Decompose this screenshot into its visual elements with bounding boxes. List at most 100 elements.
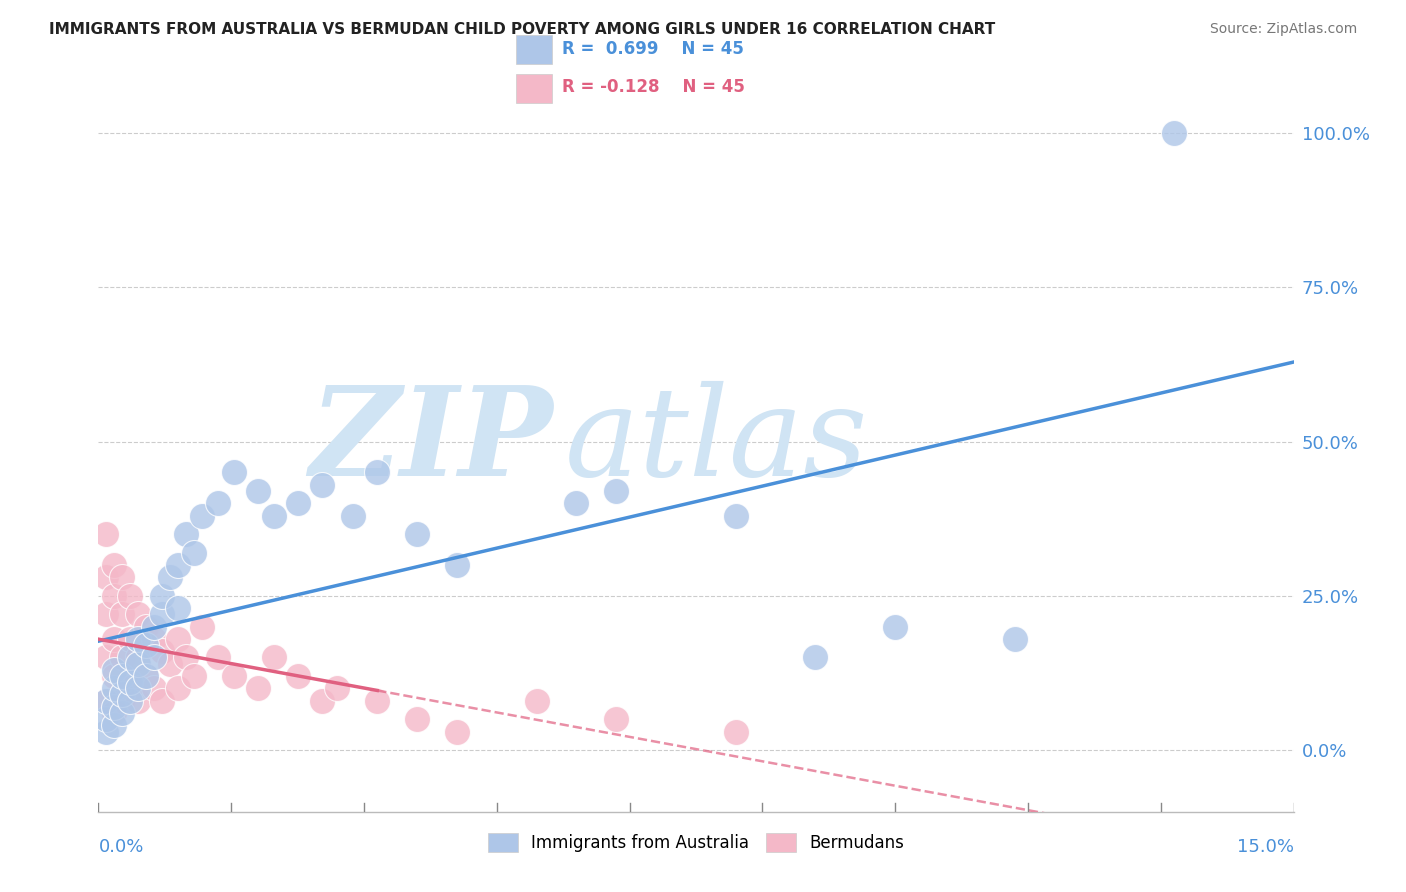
Point xyxy=(111,607,134,622)
Text: atlas: atlas xyxy=(565,381,868,502)
Point xyxy=(311,694,333,708)
Point xyxy=(246,681,269,696)
Point xyxy=(326,681,349,696)
FancyBboxPatch shape xyxy=(516,35,553,64)
Point xyxy=(120,589,142,603)
Point xyxy=(103,681,125,696)
Point xyxy=(311,477,333,491)
Point xyxy=(263,508,285,523)
Point xyxy=(150,644,173,658)
Point xyxy=(174,650,197,665)
Point xyxy=(287,496,309,510)
Point xyxy=(96,570,118,584)
Point xyxy=(263,650,285,665)
Point xyxy=(1163,126,1185,140)
Point xyxy=(884,620,907,634)
Legend: Immigrants from Australia, Bermudans: Immigrants from Australia, Bermudans xyxy=(481,826,911,859)
Point xyxy=(167,632,190,646)
Point xyxy=(120,681,142,696)
Point xyxy=(150,694,173,708)
Point xyxy=(207,496,229,510)
Point xyxy=(103,718,125,732)
Point xyxy=(111,694,134,708)
Point xyxy=(207,650,229,665)
Point xyxy=(127,657,149,671)
Point xyxy=(143,632,166,646)
Point xyxy=(96,650,118,665)
Point xyxy=(526,694,548,708)
Point xyxy=(150,607,173,622)
Point xyxy=(183,546,205,560)
Y-axis label: Child Poverty Among Girls Under 16: Child Poverty Among Girls Under 16 xyxy=(0,292,8,591)
Point xyxy=(222,669,245,683)
Point xyxy=(406,712,429,726)
Point xyxy=(804,650,827,665)
Point xyxy=(103,632,125,646)
Point xyxy=(111,570,134,584)
Point xyxy=(565,496,588,510)
Text: Source: ZipAtlas.com: Source: ZipAtlas.com xyxy=(1209,22,1357,37)
Point xyxy=(96,724,118,739)
Point xyxy=(103,699,125,714)
Point xyxy=(159,570,181,584)
Point xyxy=(366,694,388,708)
Point xyxy=(191,620,214,634)
Point xyxy=(96,712,118,726)
Point xyxy=(143,650,166,665)
Point xyxy=(342,508,364,523)
Text: 0.0%: 0.0% xyxy=(98,838,143,856)
Point xyxy=(103,558,125,572)
Point xyxy=(111,650,134,665)
Text: 15.0%: 15.0% xyxy=(1236,838,1294,856)
Point xyxy=(605,712,627,726)
Point xyxy=(127,607,149,622)
Point xyxy=(222,466,245,480)
Point xyxy=(174,527,197,541)
Point xyxy=(127,650,149,665)
Text: ZIP: ZIP xyxy=(309,381,553,502)
Point xyxy=(183,669,205,683)
Point xyxy=(246,483,269,498)
FancyBboxPatch shape xyxy=(516,74,553,103)
Point xyxy=(135,638,157,652)
Point xyxy=(96,694,118,708)
Point xyxy=(167,558,190,572)
Point xyxy=(103,669,125,683)
Point xyxy=(96,607,118,622)
Point xyxy=(724,508,747,523)
Point xyxy=(446,724,468,739)
Point xyxy=(366,466,388,480)
Point xyxy=(111,669,134,683)
Point xyxy=(446,558,468,572)
Point xyxy=(103,589,125,603)
Point xyxy=(103,663,125,677)
Text: R = -0.128    N = 45: R = -0.128 N = 45 xyxy=(562,78,745,96)
Point xyxy=(724,724,747,739)
Point xyxy=(191,508,214,523)
Point xyxy=(103,706,125,720)
Point xyxy=(96,527,118,541)
Point xyxy=(111,706,134,720)
Point xyxy=(120,694,142,708)
Point xyxy=(127,681,149,696)
Point xyxy=(135,669,157,683)
Point xyxy=(120,632,142,646)
Point xyxy=(287,669,309,683)
Point xyxy=(111,688,134,702)
Point xyxy=(167,681,190,696)
Point xyxy=(143,620,166,634)
Point xyxy=(605,483,627,498)
Text: IMMIGRANTS FROM AUSTRALIA VS BERMUDAN CHILD POVERTY AMONG GIRLS UNDER 16 CORRELA: IMMIGRANTS FROM AUSTRALIA VS BERMUDAN CH… xyxy=(49,22,995,37)
Point xyxy=(120,650,142,665)
Point xyxy=(1004,632,1026,646)
Point xyxy=(96,694,118,708)
Point xyxy=(120,675,142,690)
Point xyxy=(127,694,149,708)
Point xyxy=(135,669,157,683)
Point xyxy=(143,681,166,696)
Point xyxy=(406,527,429,541)
Point xyxy=(150,589,173,603)
Text: R =  0.699    N = 45: R = 0.699 N = 45 xyxy=(562,40,744,58)
Point xyxy=(159,657,181,671)
Point xyxy=(167,601,190,615)
